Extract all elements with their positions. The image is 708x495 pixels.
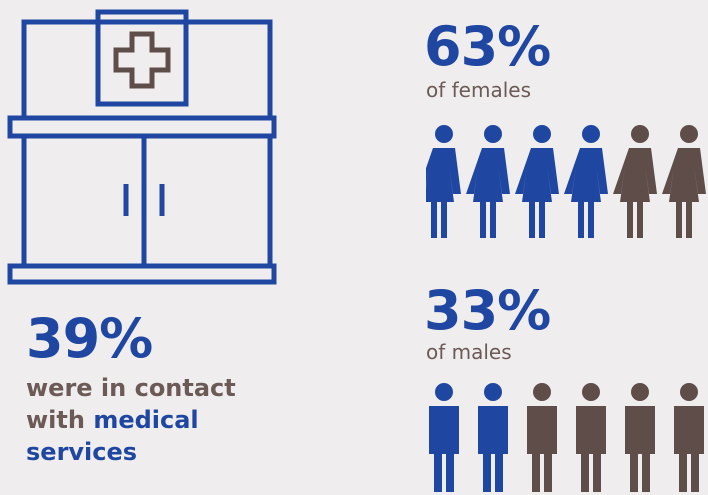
male-stat-value: 33% [424,279,551,342]
female-person-icon [466,125,510,238]
female-pictogram-row [426,124,708,244]
medical-cross-icon [113,31,171,89]
medical-cabinet-icon [7,9,277,285]
male-person-icon [576,383,606,492]
male-person-icon [674,383,704,492]
male-person-icon [478,383,508,492]
female-person-icon [426,125,461,238]
female-stat-value: 63% [424,15,551,78]
male-person-icon [429,383,459,492]
medical-desc-prefix: were in contact with [26,374,236,434]
female-person-icon [564,125,608,238]
medical-desc-highlight: medical services [26,406,199,466]
female-person-icon [613,125,657,238]
male-stat-label: of males [426,340,512,364]
medical-stat-description: were in contact with medical services [26,372,296,468]
female-person-icon [515,125,559,238]
female-person-icon [662,125,706,238]
male-pictogram-row [426,382,708,492]
male-person-icon [527,383,557,492]
female-stat-label: of females [426,78,531,102]
male-person-icon [625,383,655,492]
medical-stat-value: 39% [26,307,153,370]
